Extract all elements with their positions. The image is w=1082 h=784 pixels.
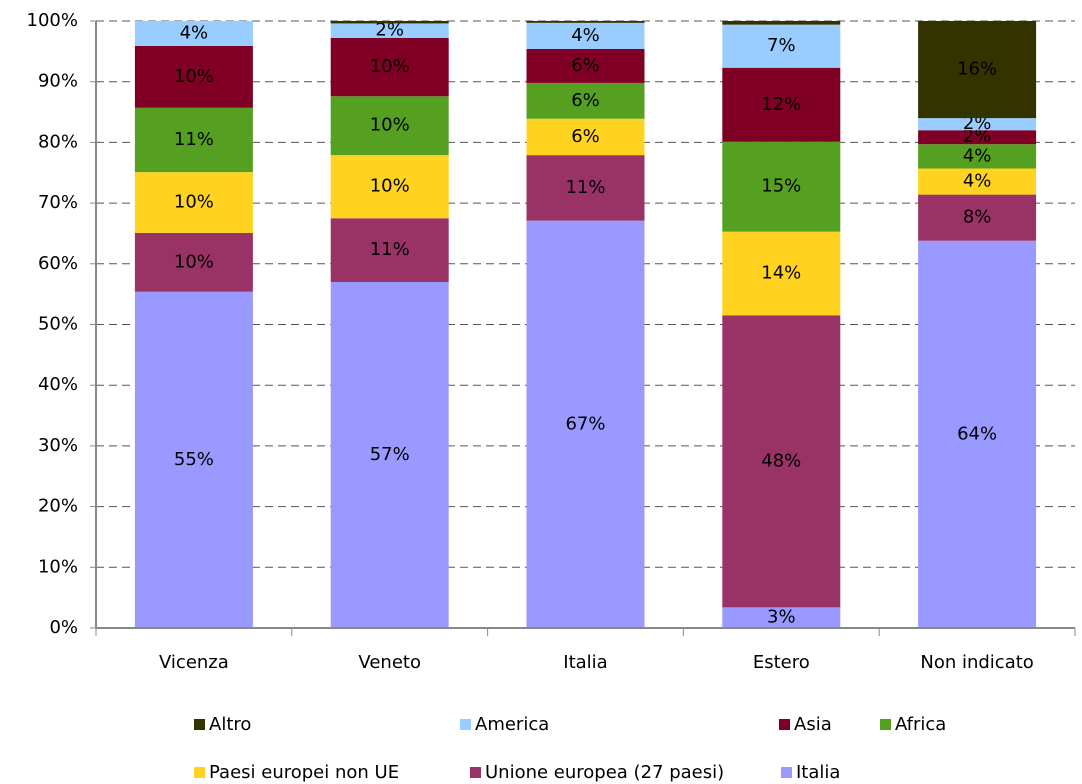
value-label: 15%	[761, 176, 801, 197]
bar-segment	[918, 194, 1037, 241]
value-label: 4%	[963, 171, 992, 192]
bar-segment	[134, 172, 253, 233]
legend-swatch	[194, 719, 205, 730]
bar-segment	[134, 232, 253, 292]
value-label: 16%	[957, 59, 997, 80]
y-tick-label: 20%	[38, 496, 78, 517]
value-label: 57%	[370, 444, 410, 465]
value-label: 64%	[957, 423, 997, 444]
bar-segment	[134, 107, 253, 173]
bar-segment	[918, 144, 1037, 169]
value-label: 6%	[571, 126, 600, 147]
legend-label: Paesi europei non UE	[209, 762, 399, 783]
y-tick-label: 70%	[38, 192, 78, 213]
bar-segment	[918, 240, 1037, 628]
value-label: 12%	[761, 94, 801, 115]
legend-label: America	[475, 714, 549, 735]
y-tick-label: 60%	[38, 253, 78, 274]
bar-segment	[918, 21, 1037, 119]
value-label: 6%	[571, 90, 600, 111]
value-label: 2%	[375, 20, 404, 41]
value-label: 7%	[767, 35, 796, 56]
bar-segment	[526, 48, 645, 83]
bar-segment	[330, 21, 449, 24]
bar-segment	[918, 168, 1037, 195]
bar-segment	[526, 118, 645, 156]
value-label: 6%	[571, 55, 600, 76]
bar-segment	[722, 24, 841, 68]
bar-segment	[526, 82, 645, 119]
value-label: 11%	[370, 239, 410, 260]
value-label: 4%	[571, 25, 600, 46]
value-label: 67%	[565, 413, 605, 434]
bar-segment	[722, 21, 841, 25]
legend-swatch	[194, 767, 205, 778]
legend-label: Italia	[796, 762, 840, 783]
bar-segment	[526, 21, 645, 23]
y-tick-label: 30%	[38, 435, 78, 456]
legend-swatch	[781, 767, 792, 778]
x-tick-label: Non indicato	[920, 652, 1033, 673]
bar-segment	[330, 282, 449, 628]
legend-label: Altro	[209, 714, 251, 735]
y-tick-label: 50%	[38, 314, 78, 335]
legend-swatch	[470, 767, 481, 778]
bar-segment	[722, 67, 841, 142]
y-tick-label: 90%	[38, 71, 78, 92]
value-label: 10%	[174, 251, 214, 272]
value-label: 55%	[174, 449, 214, 470]
bar-segment	[330, 23, 449, 38]
x-tick-label: Estero	[753, 652, 810, 673]
y-tick-label: 0%	[49, 617, 78, 638]
value-label: 8%	[963, 207, 992, 228]
value-label: 2%	[963, 126, 992, 147]
legend-swatch	[460, 719, 471, 730]
bar-segment	[330, 37, 449, 97]
legend-label: Asia	[794, 714, 832, 735]
bar-segment	[722, 141, 841, 232]
value-label: 10%	[174, 191, 214, 212]
value-label: 48%	[761, 450, 801, 471]
value-label: 3%	[767, 607, 796, 628]
x-tick-label: Vicenza	[159, 652, 229, 673]
bar-segment	[722, 231, 841, 316]
y-tick-label: 40%	[38, 374, 78, 395]
bar-segment	[330, 96, 449, 156]
bar-segment	[134, 45, 253, 108]
bar-segment	[330, 218, 449, 283]
bar-segment	[722, 607, 841, 628]
x-tick-label: Veneto	[358, 652, 421, 673]
value-label: 10%	[370, 115, 410, 136]
value-label: 2%	[963, 113, 992, 134]
legend-swatch	[880, 719, 891, 730]
value-label: 14%	[761, 263, 801, 284]
bar-segment	[918, 118, 1037, 131]
value-label: 4%	[180, 22, 209, 43]
x-tick-label: Italia	[563, 652, 607, 673]
bar-segment	[526, 22, 645, 49]
y-tick-label: 100%	[27, 10, 78, 31]
value-label: 10%	[370, 176, 410, 197]
bar-segment	[134, 21, 253, 46]
value-label: 10%	[370, 56, 410, 77]
bar-segment	[526, 220, 645, 628]
y-tick-label: 10%	[38, 556, 78, 577]
bar-segment	[330, 155, 449, 219]
bar-segment	[918, 130, 1037, 145]
y-tick-label: 80%	[38, 131, 78, 152]
value-label: 11%	[174, 129, 214, 150]
value-label: 10%	[174, 66, 214, 87]
value-label: 11%	[565, 177, 605, 198]
bar-segment	[134, 291, 253, 628]
bar-segment	[526, 155, 645, 221]
bar-segment	[722, 315, 841, 608]
legend-label: Unione europea (27 paesi)	[485, 762, 724, 783]
value-label: 4%	[963, 145, 992, 166]
legend-swatch	[779, 719, 790, 730]
legend-label: Africa	[895, 714, 946, 735]
